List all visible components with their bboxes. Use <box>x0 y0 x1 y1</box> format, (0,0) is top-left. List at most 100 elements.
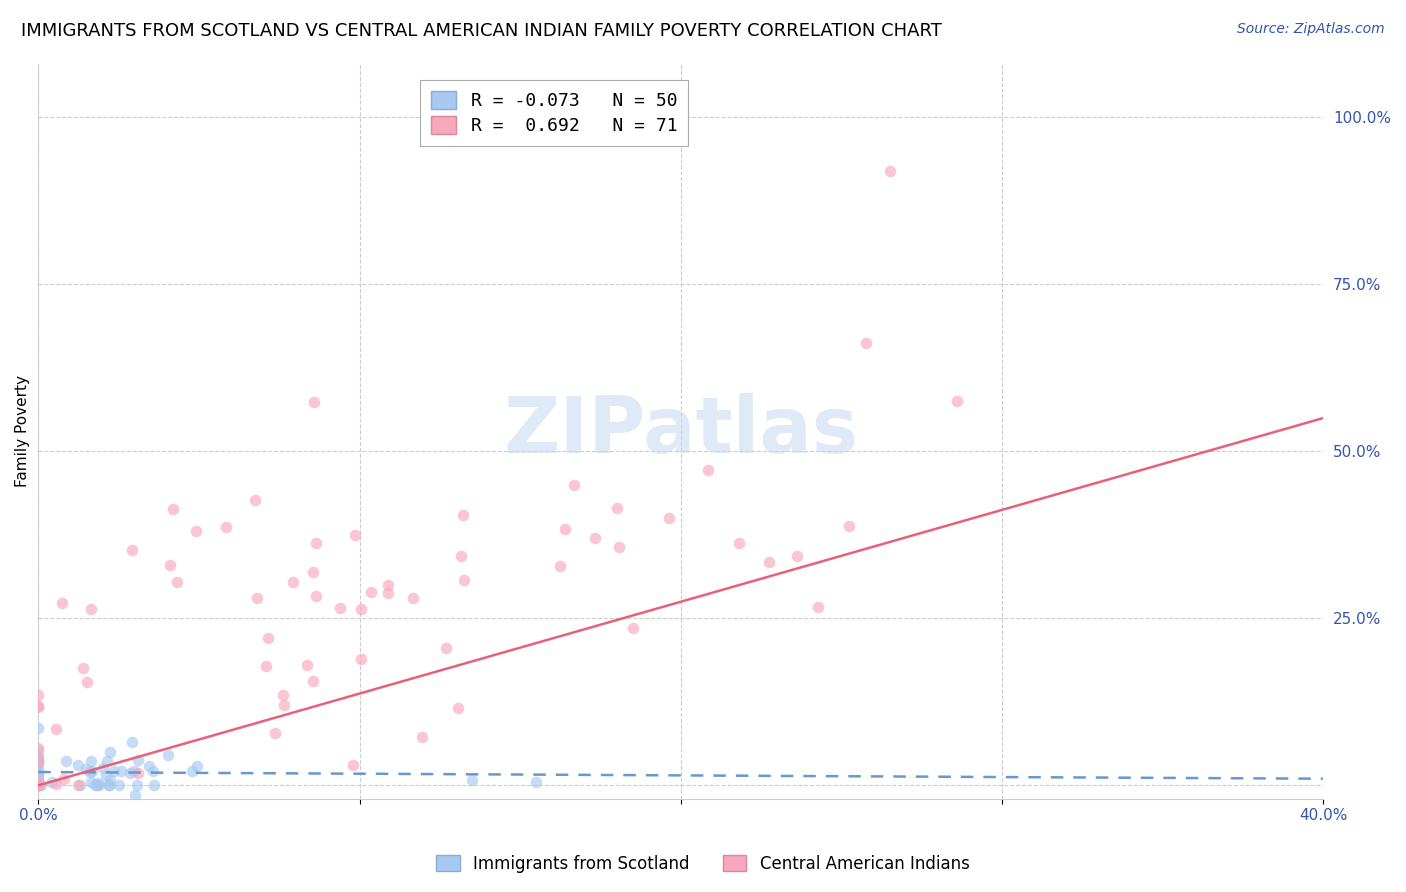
Point <box>447 701 470 715</box>
Point <box>76 675 98 690</box>
Point <box>27 688 49 702</box>
Point <box>97 778 120 792</box>
Point <box>103 764 125 779</box>
Point <box>27 774 49 789</box>
Point <box>186 759 208 773</box>
Point <box>27 756 49 771</box>
Point <box>524 775 547 789</box>
Point <box>838 518 860 533</box>
Point <box>69 778 91 792</box>
Point <box>305 536 328 550</box>
Point <box>110 764 132 779</box>
Point <box>450 549 472 563</box>
Point <box>180 764 202 778</box>
Point <box>453 573 475 587</box>
Point <box>27 755 49 769</box>
Point <box>271 688 294 702</box>
Point <box>79 764 101 779</box>
Point <box>124 789 146 803</box>
Point <box>27 748 49 763</box>
Point <box>27 753 49 767</box>
Text: ZIPatlas: ZIPatlas <box>503 393 858 469</box>
Point <box>91 761 114 775</box>
Point <box>127 778 149 792</box>
Point <box>27 750 49 764</box>
Point <box>342 758 364 772</box>
Point <box>118 766 141 780</box>
Point <box>166 575 188 590</box>
Point <box>879 164 901 178</box>
Point <box>550 558 572 573</box>
Point <box>27 756 49 770</box>
Point <box>453 508 475 523</box>
Point <box>350 652 373 666</box>
Point <box>121 542 143 557</box>
Point <box>80 754 103 768</box>
Point <box>728 536 751 550</box>
Point <box>329 601 352 615</box>
Point <box>67 778 90 792</box>
Point <box>138 758 160 772</box>
Point <box>256 631 278 645</box>
Point <box>100 773 122 788</box>
Point <box>98 778 121 792</box>
Point <box>27 741 49 756</box>
Point <box>27 768 49 782</box>
Point <box>51 596 73 610</box>
Point <box>27 699 49 714</box>
Point <box>377 586 399 600</box>
Legend: R = -0.073   N = 50, R =  0.692   N = 71: R = -0.073 N = 50, R = 0.692 N = 71 <box>420 80 688 146</box>
Point <box>295 658 318 673</box>
Point <box>80 774 103 789</box>
Point <box>402 591 425 605</box>
Point <box>96 768 118 782</box>
Point <box>461 773 484 788</box>
Point <box>27 743 49 757</box>
Text: IMMIGRANTS FROM SCOTLAND VS CENTRAL AMERICAN INDIAN FAMILY POVERTY CORRELATION C: IMMIGRANTS FROM SCOTLAND VS CENTRAL AMER… <box>21 22 942 40</box>
Point <box>27 778 49 792</box>
Point <box>411 730 433 744</box>
Point <box>243 492 266 507</box>
Point <box>127 753 149 767</box>
Point <box>45 723 67 737</box>
Point <box>55 754 77 768</box>
Point <box>27 772 49 786</box>
Y-axis label: Family Poverty: Family Poverty <box>15 376 30 487</box>
Point <box>41 775 63 789</box>
Point <box>302 674 325 689</box>
Point <box>434 640 457 655</box>
Point <box>621 621 644 635</box>
Point <box>30 778 52 792</box>
Point <box>658 511 681 525</box>
Point <box>184 524 207 538</box>
Point <box>946 394 969 409</box>
Point <box>350 602 373 616</box>
Point <box>27 778 49 792</box>
Point <box>343 527 366 541</box>
Point <box>27 700 49 714</box>
Point <box>301 566 323 580</box>
Point <box>281 574 304 589</box>
Point <box>142 764 165 778</box>
Legend: Immigrants from Scotland, Central American Indians: Immigrants from Scotland, Central Americ… <box>430 848 976 880</box>
Point <box>80 764 103 779</box>
Point <box>72 661 94 675</box>
Text: Source: ZipAtlas.com: Source: ZipAtlas.com <box>1237 22 1385 37</box>
Point <box>246 591 269 605</box>
Point <box>127 766 149 780</box>
Point <box>377 577 399 591</box>
Point <box>562 477 585 491</box>
Point <box>607 540 630 554</box>
Point <box>583 531 606 545</box>
Point <box>360 584 382 599</box>
Point <box>52 772 75 787</box>
Point <box>305 589 328 603</box>
Point <box>96 755 118 769</box>
Point <box>215 520 238 534</box>
Point <box>108 778 131 792</box>
Point <box>27 778 49 792</box>
Point <box>89 778 111 792</box>
Point <box>27 721 49 735</box>
Point <box>45 777 67 791</box>
Point <box>122 764 145 779</box>
